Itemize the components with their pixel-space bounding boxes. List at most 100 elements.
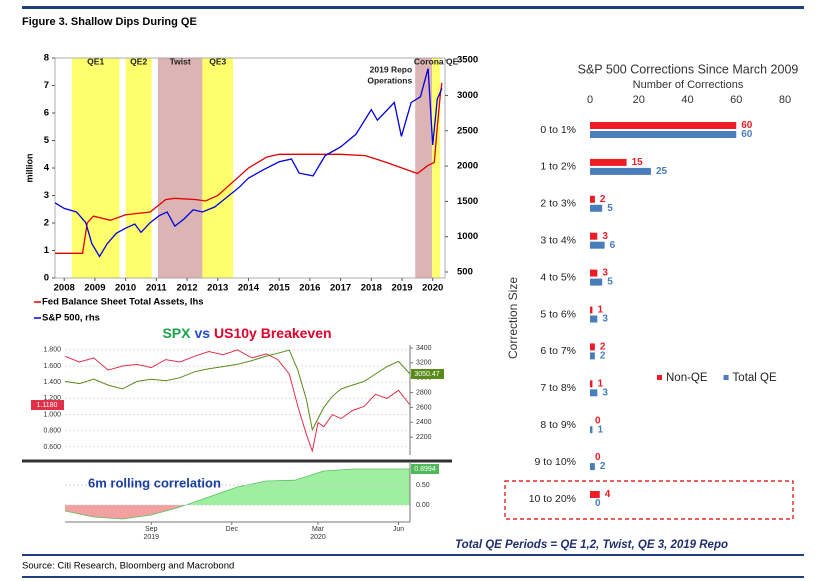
legend-label: Total QE xyxy=(733,372,777,384)
correlation-line xyxy=(64,468,410,520)
bar xyxy=(590,232,598,240)
y-tick-label: 1.800 xyxy=(43,347,61,354)
x-tick-label: 2015 xyxy=(269,283,291,294)
bar xyxy=(590,195,595,203)
bar-value-label: 2 xyxy=(600,461,606,472)
x-tick-label: 2017 xyxy=(330,283,351,294)
bar xyxy=(590,389,598,397)
y-tick-label: 4 xyxy=(44,163,50,174)
footnote: Total QE Periods = QE 1,2, Twist, QE 3, … xyxy=(455,539,728,551)
shaded-period xyxy=(157,58,203,278)
bar xyxy=(590,491,600,498)
y-tick-label: 0.800 xyxy=(43,428,61,435)
x-tick-label: Jun xyxy=(393,526,404,533)
y-tick-label: 0 xyxy=(44,273,49,284)
bar xyxy=(590,131,737,138)
y-tick-label: 5 xyxy=(44,135,50,146)
shaded-period xyxy=(71,58,120,278)
period-label: Operations xyxy=(367,75,412,85)
last-value-tag xyxy=(31,400,64,411)
bar xyxy=(590,343,595,351)
y2-tick-label: 2400 xyxy=(416,419,432,426)
last-value-tag xyxy=(411,464,439,475)
bar xyxy=(590,463,595,471)
legend-swatch xyxy=(723,375,729,380)
correlation-area-negative xyxy=(65,505,410,519)
x-tick-label: 60 xyxy=(730,94,742,106)
bar-value-label: 2 xyxy=(600,351,606,362)
category-label: 8 to 9% xyxy=(540,419,576,431)
period-label: 2019 Repo xyxy=(370,64,413,74)
x-tick-label: 2014 xyxy=(238,283,260,294)
x-tick-label: Sep xyxy=(145,526,158,533)
y-tick-label: 1.400 xyxy=(43,379,61,386)
bar xyxy=(590,315,598,323)
bar xyxy=(590,306,593,314)
bar-value-label: 1 xyxy=(597,424,603,435)
last-value-label: 0.8994 xyxy=(414,466,436,473)
y2-tick-label: 2800 xyxy=(416,389,432,396)
category-label: 1 to 2% xyxy=(540,161,576,173)
y2-tick-label: 3400 xyxy=(416,345,432,352)
category-label: 3 to 4% xyxy=(540,234,576,246)
bar-value-label: 5 xyxy=(607,203,613,214)
period-label: QE3 xyxy=(209,56,226,66)
bar xyxy=(590,167,651,175)
x-tick-label: 2009 xyxy=(84,283,105,294)
bar xyxy=(590,426,593,434)
shaded-period xyxy=(202,58,234,278)
series-line xyxy=(55,82,443,254)
category-label: 5 to 6% xyxy=(540,308,576,320)
legend-label: Fed Balance Sheet Total Assets, lhs xyxy=(42,297,204,308)
last-value-tag xyxy=(411,368,444,379)
y-tick-label: 7 xyxy=(44,80,49,91)
y-tick-label: 1.600 xyxy=(43,363,61,370)
top-rule xyxy=(22,6,804,9)
x-year-label: 2020 xyxy=(310,534,326,541)
legend-label: Non-QE xyxy=(666,372,708,384)
series-line xyxy=(64,349,411,432)
x-tick-label: 40 xyxy=(681,94,693,106)
bar-value-label: 15 xyxy=(632,157,644,168)
category-label: 4 to 5% xyxy=(540,271,576,283)
series-line xyxy=(54,68,443,258)
x-tick-label: 20 xyxy=(633,94,645,106)
x-tick-label: Mar xyxy=(312,526,325,533)
legend-label: S&P 500, rhs xyxy=(42,313,100,324)
panel-title: 6m rolling correlation xyxy=(88,475,221,490)
period-label: QE2 xyxy=(130,56,147,66)
bar-value-label: 3 xyxy=(602,268,608,279)
y-tick-label: 1.000 xyxy=(43,411,61,418)
period-label: QE1 xyxy=(87,56,104,66)
x-tick-label: 2010 xyxy=(115,283,136,294)
x-tick-label: 2016 xyxy=(299,283,320,294)
y2-tick-label: 1500 xyxy=(457,196,478,207)
bar xyxy=(590,241,605,249)
legend-swatch xyxy=(657,375,662,380)
period-label: Corona QE xyxy=(414,56,459,66)
source: Source: Citi Research, Bloomberg and Mac… xyxy=(22,561,234,572)
y-tick-label: 6 xyxy=(44,108,49,119)
figure-title: Figure 3. Shallow Dips During QE xyxy=(22,16,197,28)
y-tick-label: 2 xyxy=(44,218,49,229)
y-tick-label: 1.200 xyxy=(43,395,61,402)
bar-value-label: 2 xyxy=(600,194,606,205)
bottom-rule xyxy=(22,576,804,578)
y2-tick-label: 2600 xyxy=(416,404,432,411)
bar-value-label: 2 xyxy=(600,342,606,353)
y-tick-label: 1 xyxy=(44,245,50,256)
y2-tick-label: 3500 xyxy=(457,55,478,66)
x-tick-label: 0 xyxy=(587,94,593,106)
y2-tick-label: 2200 xyxy=(416,434,432,441)
y-tick-label: 3 xyxy=(44,190,49,201)
period-label: Twist xyxy=(170,56,191,66)
chart-title: SPX vs US10y Breakeven xyxy=(162,325,331,341)
last-value-label: 3050.47 xyxy=(414,371,439,378)
bar-value-label: 25 xyxy=(656,166,668,177)
y-axis-label: Correction Size xyxy=(506,277,520,359)
bar-value-label: 1 xyxy=(597,378,603,389)
y-axis-label: million xyxy=(24,154,34,183)
bar xyxy=(590,380,593,388)
bar-value-label: 6 xyxy=(610,240,616,251)
